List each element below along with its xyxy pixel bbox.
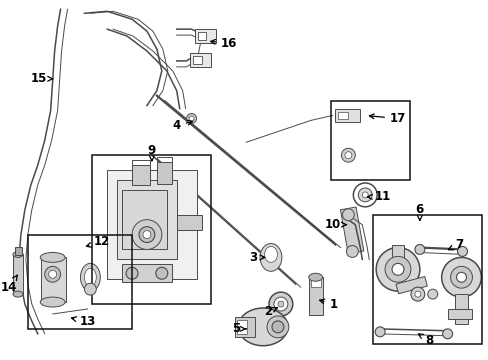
Text: 13: 13 bbox=[71, 315, 95, 328]
Bar bbox=[122, 264, 171, 282]
Ellipse shape bbox=[238, 308, 287, 346]
Text: 10: 10 bbox=[324, 218, 346, 231]
Text: 3: 3 bbox=[248, 251, 264, 264]
Ellipse shape bbox=[266, 316, 288, 338]
Circle shape bbox=[126, 267, 138, 279]
Bar bbox=[235, 317, 255, 337]
Bar bbox=[237, 320, 246, 334]
Bar bbox=[117, 180, 176, 260]
Bar bbox=[28, 235, 132, 329]
Circle shape bbox=[362, 192, 367, 198]
Bar bbox=[157, 162, 171, 184]
Text: 14: 14 bbox=[1, 275, 17, 294]
Bar bbox=[41, 257, 65, 302]
Ellipse shape bbox=[13, 291, 23, 297]
Circle shape bbox=[375, 247, 419, 291]
Circle shape bbox=[273, 297, 287, 311]
Bar bbox=[340, 207, 363, 254]
Bar bbox=[92, 155, 211, 304]
Text: 15: 15 bbox=[31, 72, 53, 85]
Circle shape bbox=[414, 291, 420, 297]
Circle shape bbox=[441, 257, 480, 297]
Text: 5: 5 bbox=[232, 322, 245, 336]
Bar bbox=[176, 215, 201, 230]
Bar bbox=[192, 56, 201, 64]
Circle shape bbox=[414, 244, 424, 255]
Circle shape bbox=[44, 266, 61, 282]
Ellipse shape bbox=[260, 243, 281, 271]
Circle shape bbox=[341, 148, 355, 162]
Circle shape bbox=[84, 283, 96, 295]
Text: 6: 6 bbox=[415, 203, 423, 220]
Bar bbox=[107, 170, 196, 279]
Circle shape bbox=[189, 116, 194, 121]
Bar bbox=[454, 294, 468, 324]
Circle shape bbox=[142, 231, 151, 239]
Text: 9: 9 bbox=[147, 144, 156, 161]
Circle shape bbox=[139, 227, 155, 243]
Bar bbox=[335, 109, 360, 122]
Circle shape bbox=[277, 301, 284, 307]
Bar bbox=[310, 279, 320, 287]
Circle shape bbox=[449, 266, 471, 288]
Bar bbox=[13, 255, 23, 294]
Bar bbox=[338, 112, 347, 120]
Bar bbox=[189, 53, 211, 67]
Circle shape bbox=[344, 152, 351, 159]
Bar bbox=[132, 165, 150, 185]
Bar bbox=[194, 29, 216, 43]
Circle shape bbox=[49, 270, 57, 278]
Ellipse shape bbox=[308, 273, 322, 281]
Bar bbox=[391, 244, 403, 274]
Text: 12: 12 bbox=[86, 235, 110, 248]
Text: 2: 2 bbox=[264, 306, 277, 319]
Ellipse shape bbox=[264, 247, 277, 262]
Text: 8: 8 bbox=[418, 334, 433, 347]
Circle shape bbox=[442, 329, 452, 339]
Ellipse shape bbox=[13, 251, 23, 257]
Text: 7: 7 bbox=[447, 238, 463, 251]
Circle shape bbox=[456, 272, 466, 282]
Text: 11: 11 bbox=[366, 190, 390, 203]
Circle shape bbox=[457, 247, 467, 256]
Circle shape bbox=[353, 183, 376, 207]
Circle shape bbox=[186, 113, 196, 123]
Bar bbox=[122, 190, 166, 249]
Circle shape bbox=[358, 188, 371, 202]
Text: 17: 17 bbox=[368, 112, 406, 125]
Circle shape bbox=[410, 287, 424, 301]
Circle shape bbox=[385, 256, 410, 282]
Circle shape bbox=[342, 209, 354, 221]
Bar bbox=[447, 309, 471, 319]
Circle shape bbox=[156, 267, 167, 279]
Text: 16: 16 bbox=[210, 37, 237, 50]
Bar bbox=[372, 215, 481, 344]
Circle shape bbox=[427, 289, 437, 299]
Bar bbox=[308, 277, 322, 315]
Ellipse shape bbox=[81, 264, 100, 291]
Circle shape bbox=[268, 292, 292, 316]
Circle shape bbox=[132, 220, 162, 249]
Bar bbox=[395, 276, 427, 294]
Circle shape bbox=[374, 327, 385, 337]
Circle shape bbox=[391, 264, 403, 275]
Ellipse shape bbox=[271, 321, 284, 333]
Text: 4: 4 bbox=[172, 119, 192, 132]
Circle shape bbox=[346, 246, 358, 257]
Ellipse shape bbox=[84, 268, 96, 286]
Ellipse shape bbox=[40, 252, 65, 262]
Ellipse shape bbox=[40, 297, 65, 307]
Text: 1: 1 bbox=[319, 298, 337, 311]
Bar bbox=[197, 32, 206, 40]
Bar bbox=[15, 247, 22, 255]
Bar bbox=[330, 100, 409, 180]
